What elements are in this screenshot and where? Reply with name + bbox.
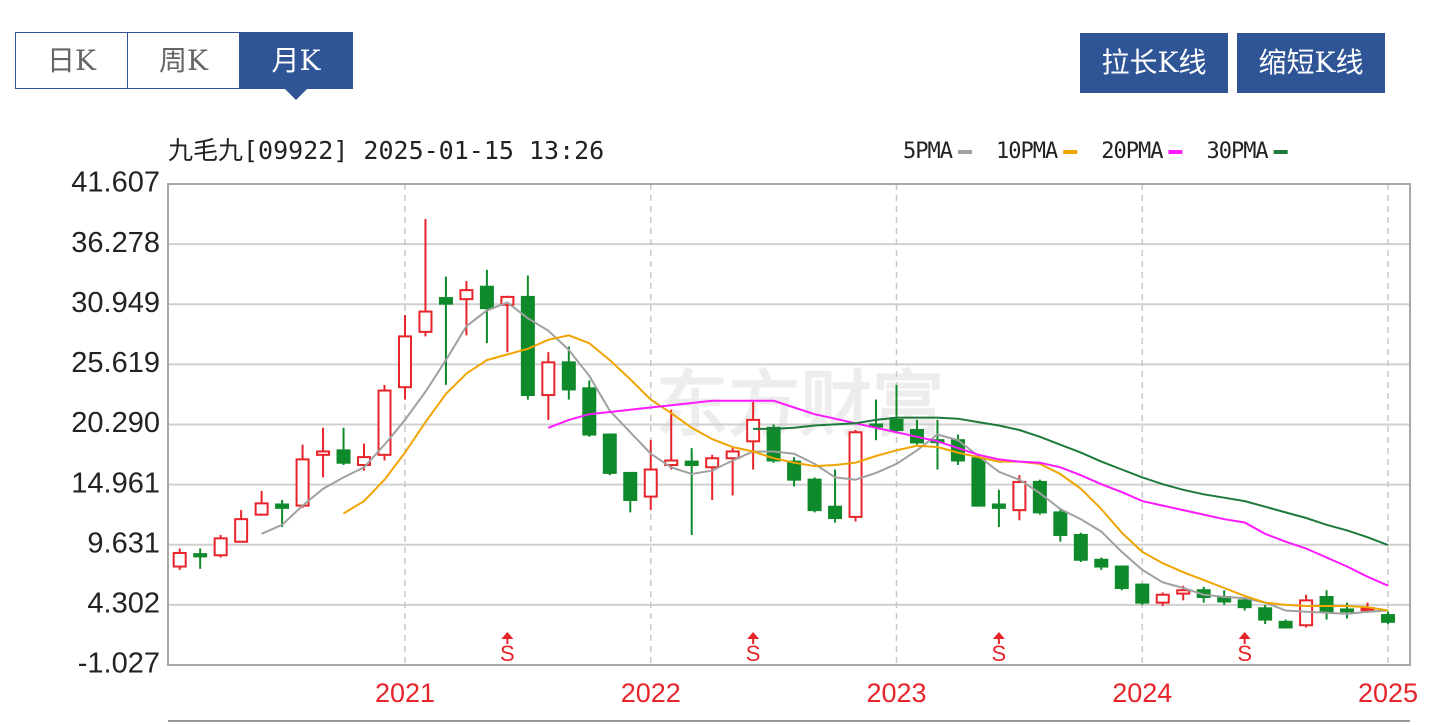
candle-body (172, 552, 187, 568)
candle-body (397, 335, 412, 389)
period-tab[interactable]: 月K (240, 33, 352, 100)
plot-frame (167, 183, 1411, 666)
period-tab[interactable]: 周K (128, 33, 240, 88)
candle-body (254, 502, 269, 516)
candle-body (971, 457, 986, 507)
candle-body (418, 310, 433, 333)
candle-body (807, 478, 822, 512)
period-tab[interactable]: 日K (16, 33, 128, 88)
zoom-buttons: 拉长K线 缩短K线 (1080, 33, 1385, 93)
period-tabs: 日K 周K 月K (15, 32, 353, 100)
signal-arrow (501, 632, 514, 644)
x-tick-label: 2022 (621, 678, 681, 708)
x-tick-label: 2025 (1358, 678, 1418, 708)
candle-body (316, 450, 331, 456)
y-tick-label: 36.278 (71, 227, 160, 259)
candle-body (1258, 607, 1273, 621)
ma-line (753, 416, 1389, 547)
candle-body (725, 450, 740, 460)
candle-body (1360, 607, 1375, 612)
y-tick-label: 20.290 (71, 407, 160, 439)
candle-body (643, 468, 658, 498)
candle-body (746, 418, 761, 443)
candle-body (787, 460, 802, 481)
y-tick-label: 9.631 (87, 527, 160, 559)
candle-body (295, 458, 310, 507)
candle-body (848, 431, 863, 518)
legend-label: 20PMA (1101, 139, 1163, 164)
candle-body (193, 553, 208, 558)
candle-body (275, 503, 290, 509)
candle-body (500, 295, 515, 306)
legend-label: 30PMA (1206, 139, 1268, 164)
candle-body (459, 289, 474, 301)
x-tick-label: 2021 (375, 678, 435, 708)
candle-body (1114, 565, 1129, 589)
ma-line (547, 399, 1389, 587)
candle-body (336, 449, 351, 464)
zoom-button[interactable]: 缩短K线 (1237, 33, 1385, 93)
legend-label: 10PMA (996, 139, 1058, 164)
candle-body (479, 285, 494, 310)
candle-body (541, 361, 556, 397)
ma-line (261, 301, 1389, 615)
signal-label: S (500, 641, 515, 666)
candle-body (828, 505, 843, 520)
candle-body (1237, 599, 1252, 609)
candle-body (1012, 480, 1027, 512)
candle-body (234, 518, 249, 543)
candle-body (602, 433, 617, 474)
signal-arrow (747, 632, 760, 644)
candle-body (1176, 589, 1191, 595)
zoom-button[interactable]: 拉长K线 (1080, 33, 1228, 93)
x-tick-label: 2024 (1112, 678, 1172, 708)
signal-label: S (1237, 641, 1252, 666)
y-tick-label: 30.949 (71, 287, 160, 319)
candle-body (1381, 614, 1396, 623)
candle-body (1053, 511, 1068, 536)
candle-body (1278, 620, 1293, 629)
y-tick-label: 25.619 (71, 347, 160, 379)
signal-label: S (992, 641, 1007, 666)
y-tick-label: -1.027 (78, 648, 160, 680)
y-tick-label: 4.302 (87, 588, 160, 620)
ma-line (342, 334, 1389, 612)
y-tick-label: 14.961 (71, 467, 160, 499)
candle-body (991, 503, 1006, 509)
candle-body (623, 471, 638, 501)
candle-body (582, 387, 597, 436)
candle-body (377, 389, 392, 456)
candle-body (889, 418, 904, 432)
y-tick-label: 41.607 (71, 167, 160, 199)
signal-arrow (992, 632, 1005, 644)
chart-title: 九毛九[09922] 2025-01-15 13:26 (168, 136, 604, 165)
candle-body (1319, 596, 1334, 613)
candle-body (705, 457, 720, 469)
candle-body (1135, 583, 1150, 604)
candle-body (684, 460, 699, 467)
signal-arrow (1238, 632, 1251, 644)
candle-body (438, 297, 453, 305)
candle-body (561, 361, 576, 391)
candle-body (766, 426, 781, 462)
candle-body (1340, 608, 1355, 613)
candle-body (213, 537, 228, 557)
legend-label: 5PMA (903, 139, 953, 164)
candle-body (1155, 593, 1170, 604)
candle-body (1094, 558, 1109, 568)
signal-label: S (746, 641, 761, 666)
x-tick-label: 2023 (866, 678, 926, 708)
candle-body (1073, 533, 1088, 561)
